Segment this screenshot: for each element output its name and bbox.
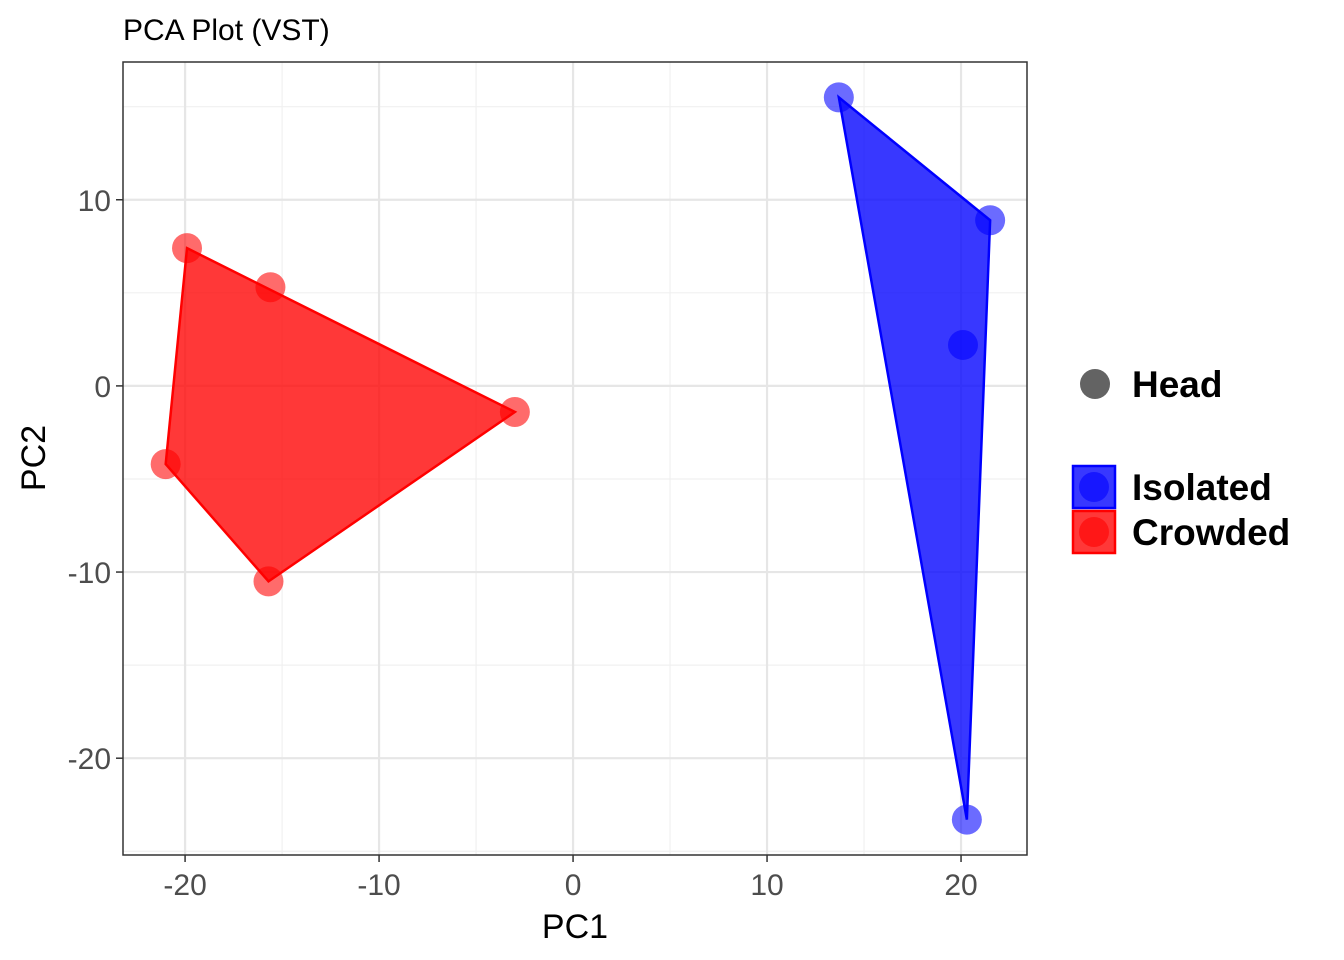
crowded-point xyxy=(255,272,286,303)
plot-border xyxy=(122,61,1028,856)
isolated-point xyxy=(823,82,854,113)
x-tick-label: 20 xyxy=(944,869,977,902)
crowded-point xyxy=(172,233,203,264)
group-hulls xyxy=(164,94,992,820)
isolated-point xyxy=(951,804,982,835)
crowded-point xyxy=(499,396,530,427)
plot-area xyxy=(122,61,1028,856)
crowded-legend-label: Crowded xyxy=(1132,512,1290,553)
shape-key-circle xyxy=(1080,369,1110,399)
y-axis: -20 -10 0 10 xyxy=(68,185,123,776)
crowded-point xyxy=(253,566,284,597)
crowded-legend-point xyxy=(1079,517,1109,547)
x-tick-label: 0 xyxy=(565,869,582,902)
y-tick-label: -10 xyxy=(68,557,111,590)
chart-title: PCA Plot (VST) xyxy=(123,14,330,47)
x-tick-label: -20 xyxy=(163,869,206,902)
isolated-point xyxy=(975,205,1006,236)
shape-legend-label: Head xyxy=(1132,364,1222,405)
x-tick-label: -10 xyxy=(357,869,400,902)
isolated-hull xyxy=(837,94,992,820)
x-tick-label: 10 xyxy=(750,869,783,902)
isolated-point xyxy=(947,329,978,360)
data-points xyxy=(150,82,1006,835)
y-tick-label: -20 xyxy=(68,743,111,776)
crowded-point xyxy=(150,449,181,480)
isolated-legend-point xyxy=(1079,472,1109,502)
y-axis-title: PC2 xyxy=(15,425,53,491)
x-axis-title: PC1 xyxy=(542,908,608,946)
y-tick-label: 10 xyxy=(78,185,111,218)
isolated-legend-label: Isolated xyxy=(1132,467,1272,508)
shape-legend: Head xyxy=(1080,364,1222,405)
y-tick-label: 0 xyxy=(94,371,111,404)
x-axis: -20 -10 0 10 20 xyxy=(163,855,978,902)
